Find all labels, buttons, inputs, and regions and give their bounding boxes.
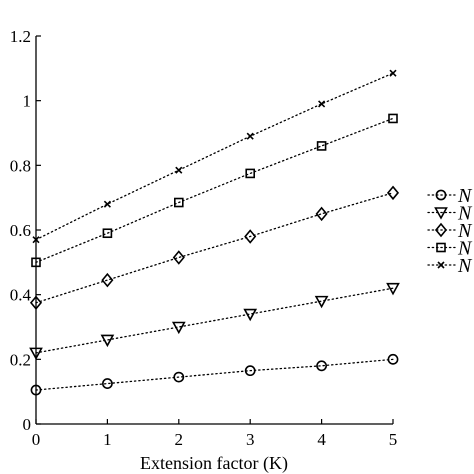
y-ticks: 0 0.2 0.4 0.6 0.8 1 1.2 (10, 27, 41, 434)
data-point (100, 334, 115, 348)
data-point (101, 272, 114, 288)
data-point (386, 282, 400, 296)
legend-item: N (427, 238, 473, 260)
data-point-stroke (32, 236, 40, 244)
data-point (31, 257, 41, 268)
legend-item: N (427, 220, 473, 242)
data-point (316, 360, 327, 372)
legend-marker (437, 261, 445, 269)
data-point (314, 295, 329, 309)
series-line (35, 358, 394, 391)
y-tick-label: 0.6 (10, 221, 31, 240)
legend-marker (436, 242, 446, 253)
data-point (386, 185, 400, 201)
series-2 (29, 282, 400, 361)
data-point (103, 200, 111, 208)
data-point (29, 295, 43, 310)
legend-label: N (457, 185, 473, 207)
legend-marker (435, 189, 447, 201)
data-point-stroke (318, 100, 326, 108)
x-ticks: 0 1 2 3 4 5 (32, 419, 398, 449)
x-tick-label: 2 (175, 430, 184, 449)
data-point (387, 353, 399, 365)
data-point (388, 113, 398, 124)
data-point (243, 308, 258, 322)
series-4 (31, 113, 398, 268)
series-3 (29, 185, 400, 310)
data-point (30, 384, 42, 396)
data-point-stroke (103, 200, 111, 208)
legend-label: N (457, 255, 473, 277)
series-line (35, 287, 394, 354)
series-1 (30, 353, 399, 396)
data-point (29, 347, 43, 361)
series-5 (32, 69, 397, 244)
legend-item: N (427, 203, 473, 225)
legend-marker-stroke (437, 261, 445, 269)
data-point (175, 166, 183, 174)
legend-marker (434, 222, 448, 238)
data-point (171, 321, 186, 335)
y-tick-label: 0.2 (10, 350, 31, 369)
legend-item: N (427, 255, 473, 277)
series-line (35, 192, 394, 304)
x-tick-label: 0 (32, 430, 41, 449)
series-layer (29, 69, 400, 396)
data-point (172, 250, 185, 265)
data-point (316, 141, 327, 151)
data-point (174, 197, 184, 208)
x-tick-label: 4 (317, 430, 326, 449)
plot-area: 0 1 2 3 4 5 0 0.2 0.4 0.6 0.8 1 1.2 (10, 27, 400, 449)
series-line (35, 117, 394, 263)
data-point (244, 365, 256, 377)
data-point (32, 236, 40, 244)
data-point-stroke (389, 69, 397, 77)
x-tick-label: 1 (103, 430, 112, 449)
y-tick-label: 0.8 (10, 156, 31, 175)
x-tick-label: 5 (389, 430, 398, 449)
data-point (315, 206, 328, 222)
legend-label: N (457, 238, 473, 260)
legend-item: N (427, 185, 473, 207)
y-tick-label: 1 (23, 92, 32, 111)
data-point (244, 229, 257, 244)
legend-label: N (457, 220, 473, 242)
data-point-stroke (246, 132, 254, 140)
y-tick-label: 1.2 (10, 27, 31, 46)
data-point-stroke (175, 166, 183, 174)
x-axis-label: Extension factor (K) (140, 453, 288, 474)
data-point (246, 132, 254, 140)
data-point (102, 378, 113, 389)
x-tick-label: 3 (246, 430, 255, 449)
data-point (102, 228, 113, 239)
series-line (35, 72, 394, 241)
y-tick-label: 0 (23, 415, 32, 434)
data-point (389, 69, 397, 77)
data-point (173, 371, 185, 383)
y-tick-label: 0.4 (10, 286, 32, 305)
legend-marker (434, 207, 448, 220)
data-point (318, 100, 326, 108)
legend-label: N (457, 203, 473, 225)
data-point (245, 168, 255, 179)
